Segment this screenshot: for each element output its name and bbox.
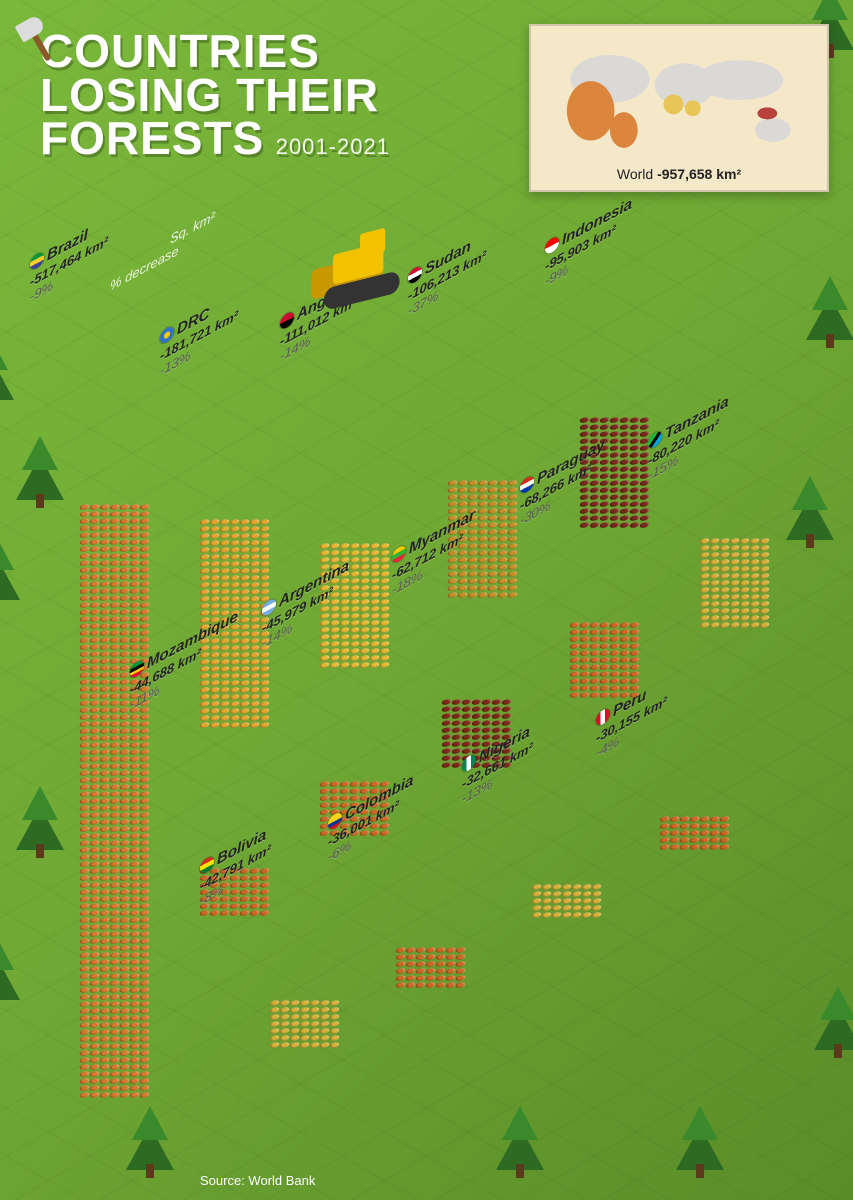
country-label: Indonesia-95,903 km²-9% bbox=[545, 195, 632, 289]
log-stack bbox=[570, 623, 639, 700]
country-label: Brazil-517,464 km²-9% bbox=[30, 215, 108, 305]
log-stack bbox=[660, 817, 729, 852]
title-line: COUNTRIES bbox=[40, 30, 390, 74]
log-stack bbox=[396, 948, 465, 990]
title-line: FORESTS bbox=[40, 112, 264, 164]
title-line: LOSING THEIR bbox=[40, 74, 390, 118]
page-title: COUNTRIES LOSING THEIR FORESTS 2001-2021 bbox=[40, 30, 390, 161]
world-value: -957,658 km² bbox=[657, 166, 741, 182]
source-text: Source: World Bank bbox=[200, 1173, 315, 1188]
country-label: DRC-181,721 km²-13% bbox=[160, 289, 238, 379]
log-stack bbox=[532, 885, 601, 920]
country-label: Tanzania-80,220 km²-15% bbox=[648, 393, 729, 484]
title-range: 2001-2021 bbox=[276, 134, 390, 159]
world-map-icon bbox=[541, 34, 817, 162]
log-stack bbox=[270, 1001, 339, 1050]
country-label: Sudan-106,213 km²-37% bbox=[408, 229, 486, 319]
world-label: World bbox=[617, 166, 653, 182]
log-stack bbox=[80, 505, 149, 1100]
log-stack bbox=[700, 539, 769, 630]
world-map-panel: World -957,658 km² bbox=[529, 24, 829, 192]
